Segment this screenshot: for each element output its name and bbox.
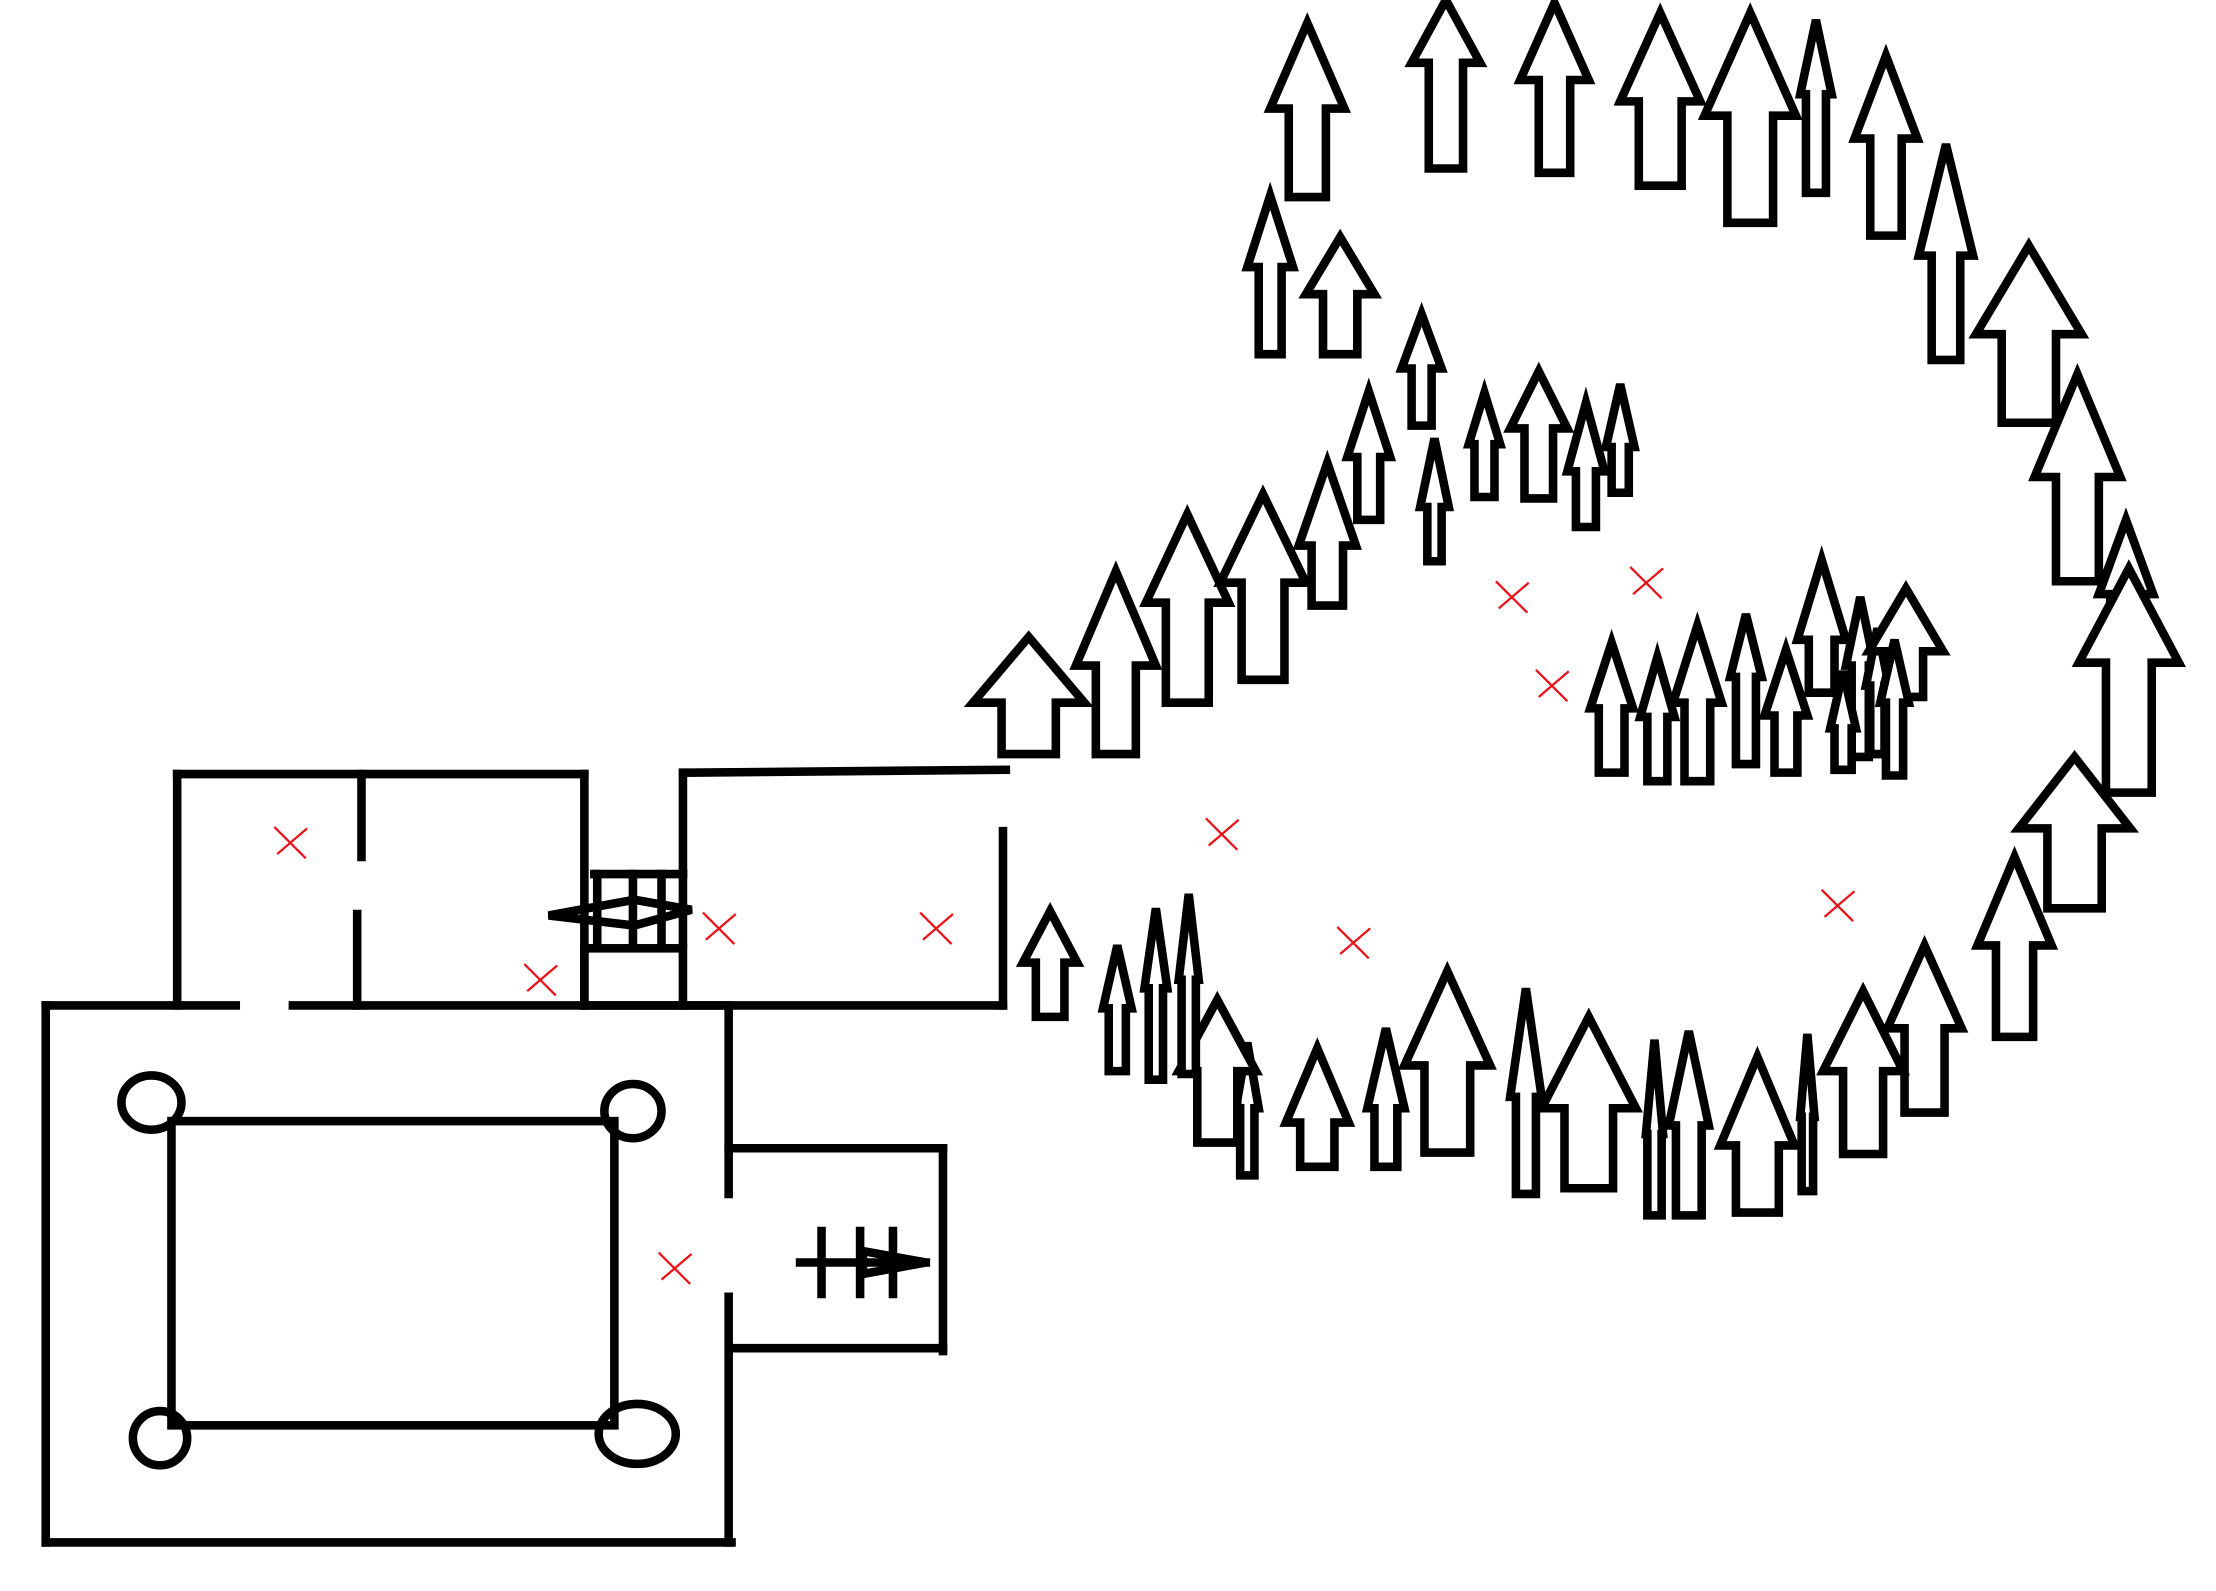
tree-icon <box>1795 1033 1820 1196</box>
tree-icon <box>1634 641 1681 786</box>
tree-icon <box>1505 987 1547 1199</box>
enemy-marker <box>1205 817 1240 851</box>
tree-icon <box>1292 449 1362 610</box>
tree-icon <box>1848 43 1924 240</box>
tree-icon <box>1414 437 1455 566</box>
tree-icon <box>1513 0 1596 178</box>
tree-icon <box>1913 143 1979 365</box>
enemy-marker <box>702 911 737 945</box>
enemy-marker <box>657 1251 693 1285</box>
tree-icon <box>1097 944 1137 1076</box>
enemy-marker <box>1629 566 1664 600</box>
enemy-marker <box>1820 888 1856 922</box>
upper-rooms <box>172 769 589 1010</box>
tree-icon <box>1298 228 1383 359</box>
tree-icon <box>1173 893 1204 1079</box>
tree-icon <box>2071 559 2186 797</box>
tree-icon <box>1241 181 1299 359</box>
tree-icon <box>1791 545 1852 697</box>
tree-icon <box>1397 960 1497 1157</box>
side-room <box>724 1143 948 1356</box>
tree-icon <box>2010 749 2140 913</box>
tree-icon <box>1534 1007 1643 1193</box>
tree-icon <box>1663 1030 1715 1220</box>
enemy-marker <box>919 911 954 945</box>
tree-icon <box>1462 378 1506 502</box>
tree-icon <box>1279 1037 1356 1172</box>
tree-icon <box>1584 628 1639 777</box>
tree-icon <box>1341 377 1397 525</box>
tree-icon <box>1069 560 1163 759</box>
tree-icon <box>1015 902 1085 1022</box>
tree-icon <box>1263 12 1351 202</box>
tree-icon <box>1139 907 1173 1084</box>
pillar-icon <box>594 1399 681 1469</box>
tree-icon <box>1404 0 1488 173</box>
tree-icon <box>963 630 1094 759</box>
forest <box>963 0 2186 1220</box>
tree-icon <box>1968 237 2090 428</box>
enemy-marker <box>1336 926 1371 960</box>
tree-icon <box>1600 383 1640 498</box>
tree-icon <box>2028 363 2127 586</box>
tree-icon <box>1816 981 1911 1159</box>
tree-icon <box>1874 638 1915 780</box>
tree-icon <box>1641 1039 1668 1220</box>
tree-icon <box>1213 484 1313 685</box>
tree-icon <box>1697 2 1803 228</box>
enemy-marker <box>273 826 308 860</box>
tree-icon <box>1561 386 1611 532</box>
tree-icon <box>1713 1045 1801 1217</box>
tree-icon <box>1758 636 1814 777</box>
ladder-icon <box>547 869 693 947</box>
tree-icon <box>1395 301 1448 430</box>
enemy-marker <box>1535 669 1570 703</box>
entrance-corridor <box>580 765 1011 1010</box>
tree-icon <box>1503 361 1575 503</box>
tree-icon <box>1824 670 1862 775</box>
ladder-icon <box>795 1226 931 1299</box>
enemy-marker <box>1495 580 1530 614</box>
tree-icon <box>1861 579 1951 702</box>
main-hall <box>41 1001 736 1547</box>
tree-icon <box>1880 934 1969 1117</box>
building <box>41 765 1011 1547</box>
tree-icon <box>1613 2 1707 190</box>
tree-icon <box>1667 611 1728 786</box>
enemy-markers <box>273 566 1856 1285</box>
tree-icon <box>1361 1027 1410 1172</box>
tree-icon <box>1794 19 1837 198</box>
tree-icon <box>1970 845 2059 1042</box>
enemy-marker <box>523 963 558 997</box>
tree-icon <box>1724 613 1768 769</box>
pillar-icon <box>128 1406 192 1470</box>
pillar-icon <box>600 1079 666 1143</box>
pillar-icon <box>117 1071 186 1134</box>
inner-courtyard <box>117 1071 681 1470</box>
tree-icon <box>1139 504 1236 707</box>
